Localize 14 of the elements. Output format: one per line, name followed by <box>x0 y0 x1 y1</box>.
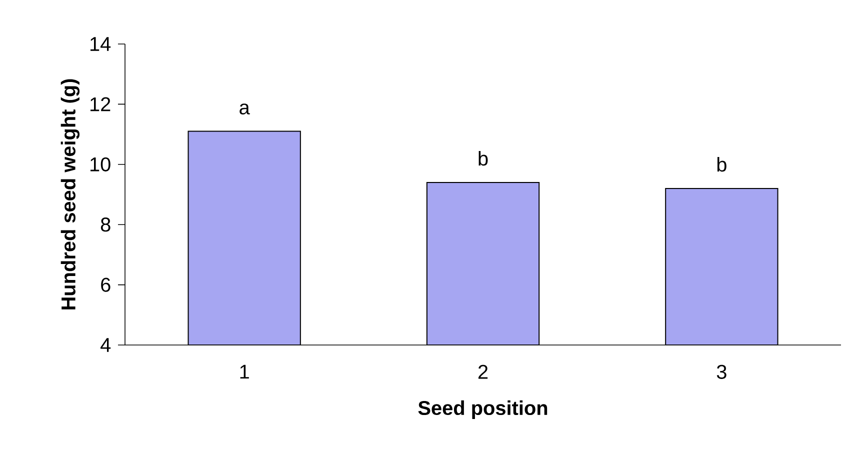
annotation: a <box>240 104 250 114</box>
y-tick-label: 10 <box>90 157 110 172</box>
x-axis-title: Seed position <box>418 400 548 420</box>
x-tick-label: 3 <box>716 364 726 379</box>
x-tick-label: 1 <box>240 364 249 379</box>
y-tick-label: 8 <box>100 218 110 232</box>
y-tick-label: 14 <box>90 37 111 51</box>
annotation: b <box>717 157 726 172</box>
annotation: b <box>478 151 488 166</box>
y-tick-label: 4 <box>100 338 111 352</box>
x-tick-label: 2 <box>478 364 488 379</box>
y-tick-label: 6 <box>101 278 110 292</box>
y-tick-label: 12 <box>90 97 110 112</box>
y-axis-title: Hundred seed weight (g) <box>60 79 80 310</box>
